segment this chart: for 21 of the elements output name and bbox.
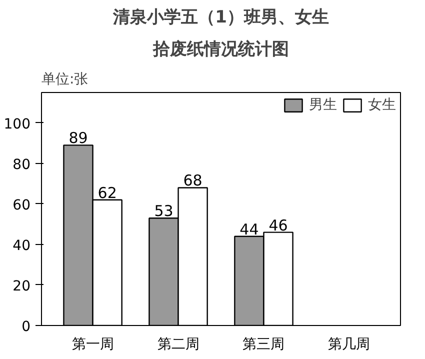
data-label: 62 bbox=[98, 184, 117, 202]
y-tick-label: 40 bbox=[12, 238, 31, 254]
data-label: 46 bbox=[268, 216, 288, 234]
y-tick-label: 20 bbox=[12, 278, 31, 294]
data-label: 53 bbox=[154, 202, 174, 220]
y-tick-label: 0 bbox=[22, 319, 31, 335]
y-tick-label: 80 bbox=[12, 156, 31, 173]
y-axis-title: 单位:张 bbox=[42, 72, 88, 88]
legend-label: 女生 bbox=[368, 96, 396, 114]
chart-title: 清泉小学五（1）班男、女生 bbox=[112, 8, 329, 28]
x-tick-label: 第三周 bbox=[242, 336, 285, 352]
legend-label: 男生 bbox=[309, 96, 337, 114]
chart-subtitle: 拾废纸情况统计图 bbox=[152, 40, 289, 60]
data-label: 89 bbox=[68, 129, 88, 148]
y-tick-label: 60 bbox=[12, 197, 31, 214]
data-label: 44 bbox=[240, 220, 259, 238]
x-tick-label: 第二周 bbox=[157, 336, 200, 352]
x-tick-label: 第几周 bbox=[328, 336, 370, 352]
x-tick-label: 第一周 bbox=[72, 336, 114, 352]
data-label: 68 bbox=[183, 172, 202, 190]
y-tick-label: 100 bbox=[4, 116, 31, 132]
